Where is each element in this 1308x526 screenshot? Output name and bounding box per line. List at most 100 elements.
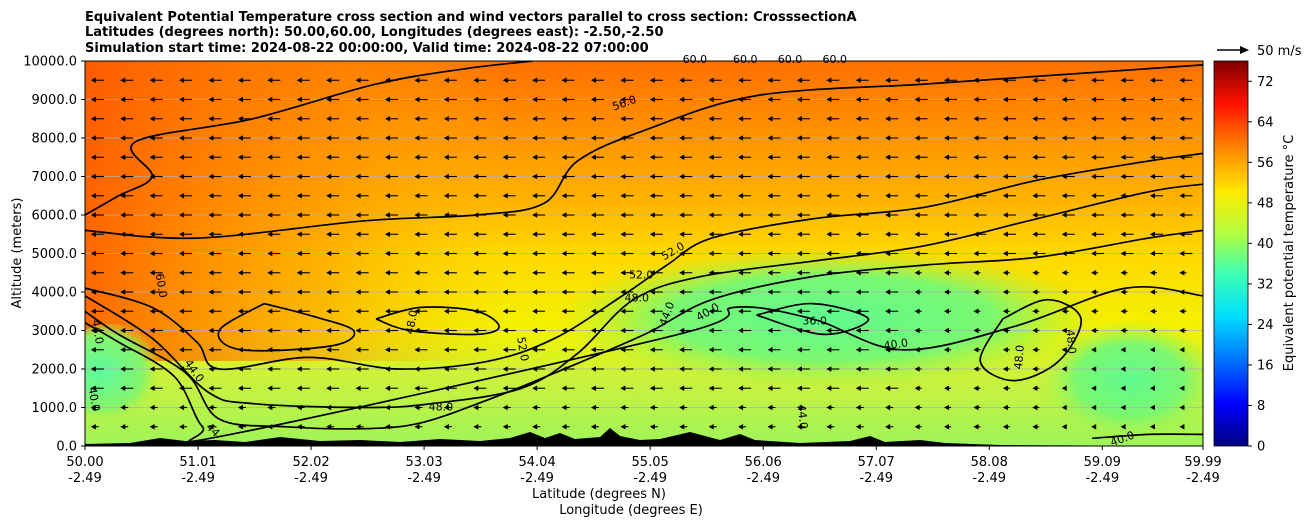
wind-vector-head bbox=[855, 289, 861, 295]
wind-vector-head bbox=[502, 115, 508, 122]
wind-vector-head bbox=[944, 366, 950, 372]
wind-vector-head bbox=[120, 96, 126, 103]
wind-vector-head bbox=[237, 212, 243, 218]
wind-vector-head bbox=[90, 250, 96, 257]
wind-vector-head bbox=[620, 423, 626, 430]
wind-vector-head bbox=[149, 115, 155, 122]
wind-vector-head bbox=[1149, 135, 1155, 141]
wind-vector-head bbox=[885, 154, 891, 161]
wind-vector-head bbox=[885, 250, 891, 257]
wind-vector-head bbox=[1179, 308, 1185, 315]
wind-vector-head bbox=[1091, 366, 1097, 372]
wind-vector-head bbox=[443, 385, 449, 392]
x-axis-label-latitude: Latitude (degrees N) bbox=[532, 487, 666, 502]
wind-vector-head bbox=[708, 96, 714, 103]
wind-vector-head bbox=[561, 212, 567, 218]
wind-vector-head bbox=[326, 327, 332, 334]
wind-vector-head bbox=[532, 154, 538, 161]
wind-vector-head bbox=[443, 135, 449, 141]
wind-vector-head bbox=[767, 269, 773, 276]
wind-vector-head bbox=[90, 289, 96, 295]
wind-vector-head bbox=[1091, 212, 1097, 218]
wind-vector-head bbox=[767, 135, 773, 141]
wind-vector-head bbox=[237, 269, 243, 276]
wind-vector-head bbox=[796, 231, 802, 238]
wind-vector-head bbox=[355, 250, 361, 257]
colorbar-tick-label: 24 bbox=[1257, 318, 1274, 333]
wind-vector-head bbox=[1032, 173, 1038, 180]
wind-vector-head bbox=[1091, 250, 1097, 257]
wind-vector-head bbox=[679, 173, 685, 180]
wind-vector-head bbox=[443, 154, 449, 161]
wind-vector-head bbox=[796, 404, 802, 411]
wind-vector-head bbox=[267, 154, 273, 161]
wind-vector-head bbox=[561, 308, 567, 315]
wind-vector-head bbox=[502, 192, 508, 199]
wind-vector-head bbox=[385, 212, 391, 218]
wind-vector-head bbox=[708, 135, 714, 141]
wind-vector-head bbox=[90, 346, 96, 353]
wind-vector-head bbox=[296, 231, 302, 238]
wind-vector-head bbox=[355, 327, 361, 334]
wind-vector-head bbox=[620, 192, 626, 199]
wind-vector-head bbox=[267, 231, 273, 238]
wind-vector-head bbox=[855, 346, 861, 353]
wind-vector-head bbox=[767, 231, 773, 238]
wind-vector-head bbox=[296, 135, 302, 141]
wind-vector-head bbox=[1149, 115, 1155, 122]
wind-vector-head bbox=[1061, 308, 1067, 315]
wind-vector-head bbox=[414, 231, 420, 238]
wind-vector-head bbox=[355, 423, 361, 430]
wind-vector-head bbox=[1002, 212, 1008, 218]
wind-vector-head bbox=[738, 231, 744, 238]
wind-vector-head bbox=[1179, 346, 1185, 353]
contour-label: 52.0 bbox=[514, 336, 531, 362]
wind-vector-head bbox=[855, 212, 861, 218]
wind-vector-head bbox=[767, 327, 773, 334]
wind-vector-head bbox=[443, 423, 449, 430]
wind-vector-head bbox=[767, 192, 773, 199]
wind-vector-head bbox=[796, 154, 802, 161]
wind-vector-head bbox=[473, 135, 479, 141]
wind-vector-head bbox=[914, 385, 920, 392]
wind-vector-head bbox=[296, 327, 302, 334]
wind-vector-head bbox=[561, 192, 567, 199]
wind-vector-head bbox=[385, 289, 391, 295]
wind-vector-head bbox=[149, 135, 155, 141]
wind-vector-head bbox=[855, 423, 861, 430]
wind-vector-head bbox=[561, 423, 567, 430]
wind-vector-head bbox=[679, 115, 685, 122]
wind-vector-head bbox=[355, 308, 361, 315]
wind-vector-head bbox=[1002, 154, 1008, 161]
wind-vector-head bbox=[179, 154, 185, 161]
wind-vector-head bbox=[1120, 385, 1126, 392]
wind-vector-head bbox=[208, 231, 214, 238]
wind-vector-head bbox=[532, 423, 538, 430]
wind-vector-head bbox=[120, 173, 126, 180]
contour-label: 60.0 bbox=[153, 272, 170, 298]
contour-label: 60.0 bbox=[823, 53, 848, 66]
wind-vector-head bbox=[473, 231, 479, 238]
wind-vector-head bbox=[1149, 423, 1155, 430]
wind-vector-head bbox=[179, 308, 185, 315]
wind-vector-head bbox=[120, 346, 126, 353]
wind-vector-head bbox=[1032, 269, 1038, 276]
wind-vector-head bbox=[149, 77, 155, 84]
wind-vector-head bbox=[502, 346, 508, 353]
wind-vector-head bbox=[767, 404, 773, 411]
wind-vector-head bbox=[767, 77, 773, 84]
wind-vector-head bbox=[208, 327, 214, 334]
wind-vector-head bbox=[1061, 212, 1067, 218]
wind-vector-head bbox=[1061, 96, 1067, 103]
x-tick-label-lat: 55.05 bbox=[632, 455, 669, 470]
colorbar: 0 8 16 24 32 40 48 56 64 72 Equivalent potential … bbox=[1213, 60, 1297, 455]
wind-vector-head bbox=[208, 385, 214, 392]
wind-vector-head bbox=[708, 77, 714, 84]
wind-vector-head bbox=[649, 115, 655, 122]
wind-vector-head bbox=[90, 135, 96, 141]
wind-vector-head bbox=[708, 423, 714, 430]
wind-vector-head bbox=[826, 366, 832, 372]
wind-vector-head bbox=[385, 404, 391, 411]
wind-vector-head bbox=[326, 404, 332, 411]
